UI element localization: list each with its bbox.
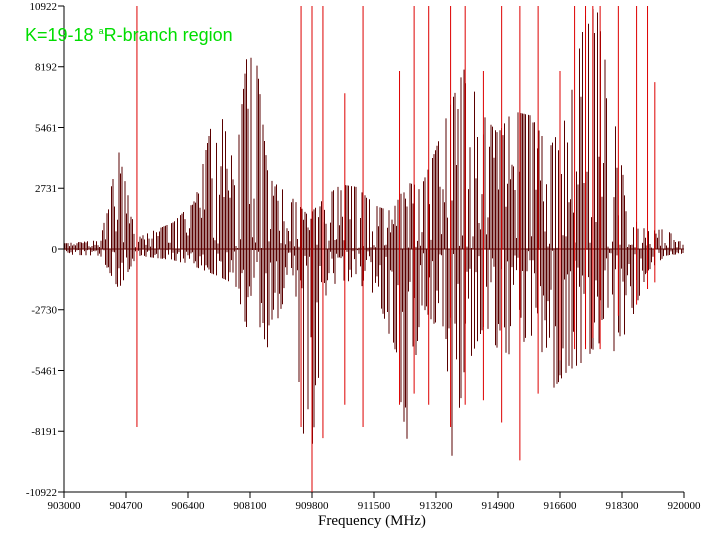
observed-series — [64, 9, 684, 456]
x-tick-label: 903000 — [48, 500, 82, 512]
y-tick-label: 8192 — [35, 62, 57, 74]
y-tick-label: -5461 — [31, 366, 57, 378]
x-tick-label: 916600 — [544, 500, 578, 512]
y-tick-label: 5461 — [35, 123, 57, 135]
region-annotation: K=19-18 aR-branch region — [25, 25, 233, 45]
x-tick-label: 914900 — [482, 500, 516, 512]
y-tick-group: 10922 8192 5461 2731 0 -2730 -5461 -8191 -10922 — [26, 1, 64, 499]
x-axis-title: Frequency (MHz) — [318, 513, 426, 529]
predicted-series — [136, 6, 656, 492]
x-tick-label: 908100 — [234, 500, 268, 512]
x-tick-label: 913200 — [420, 500, 454, 512]
y-tick-label: 10922 — [30, 1, 58, 13]
x-tick-label: 909800 — [296, 500, 330, 512]
x-tick-label: 911500 — [358, 500, 391, 512]
x-tick-label: 906400 — [172, 500, 206, 512]
y-tick-label: -2730 — [31, 305, 57, 317]
x-tick-group: 903000 904700 906400 908100 909800 911500 9132… — [48, 492, 702, 512]
x-tick-label: 920000 — [668, 500, 702, 512]
annotation-prefix: K=19-18 — [25, 25, 99, 45]
y-tick-label: 2731 — [35, 183, 57, 195]
annotation-suffix: R-branch region — [104, 25, 233, 45]
x-tick-label: 918300 — [606, 500, 640, 512]
y-tick-label: 0 — [52, 244, 58, 256]
y-tick-label: -10922 — [26, 487, 57, 499]
x-tick-label: 904700 — [110, 500, 144, 512]
annotation-superscript: a — [99, 26, 104, 36]
y-tick-label: -8191 — [31, 426, 57, 438]
